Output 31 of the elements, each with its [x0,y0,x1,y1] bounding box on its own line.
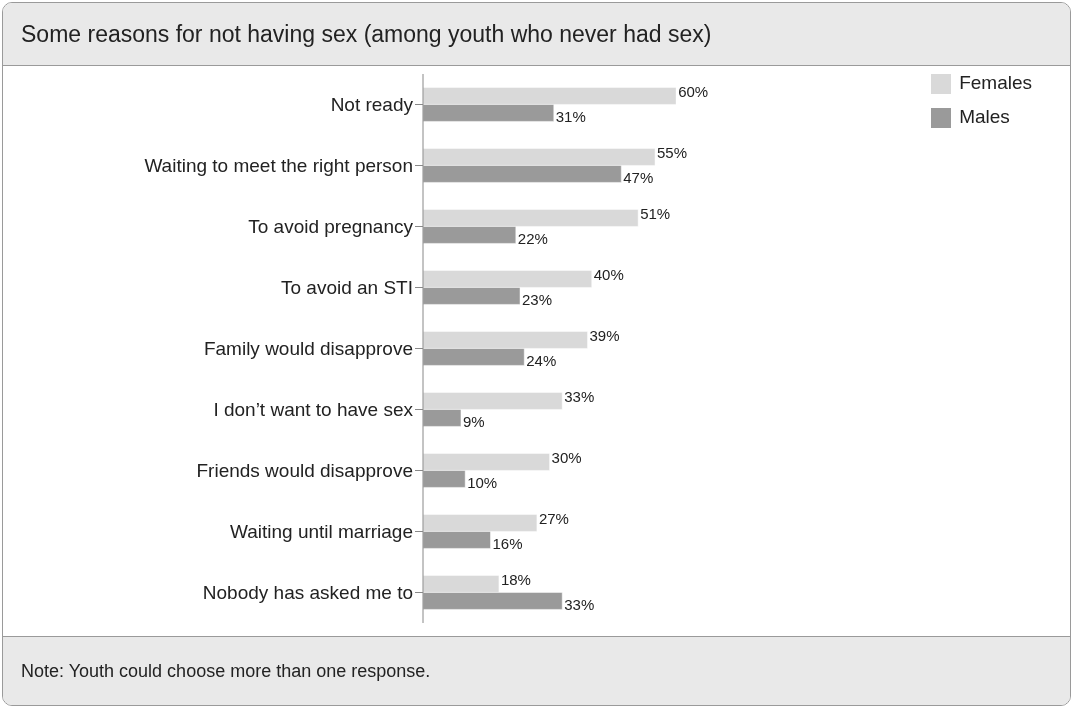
data-label: 51% [640,205,671,223]
data-label: 60% [678,83,709,101]
data-label: 18% [500,571,531,589]
data-label: 27% [538,510,569,528]
legend-label: Females [959,72,1032,93]
data-label: 9% [462,413,485,431]
data-label: 16% [492,535,523,553]
data-label: 33% [564,388,595,406]
data-label: 22% [517,230,548,248]
data-label: 39% [589,327,620,345]
data-label: 55% [657,144,688,162]
data-label: 33% [564,596,595,614]
y-tick-label: I don’t want to have sex [213,399,414,421]
data-label: 30% [551,449,582,467]
legend-label: Males [959,106,1010,127]
data-label: 24% [526,352,557,370]
data-label: 10% [467,474,498,492]
y-tick-label: Nobody has asked me to [202,582,413,604]
data-label: 40% [593,266,624,284]
y-tick-label: To avoid pregnancy [248,216,414,238]
y-tick-label: Family would disapprove [203,338,413,360]
y-tick-label: Waiting until marriage [229,521,413,543]
chart-title: Some reasons for not having sex (among youth who never had sex) [3,3,1070,66]
data-label: 47% [623,169,654,187]
text: Note: Youth could choose more than one response. [21,660,431,682]
data-label: 31% [555,108,586,126]
y-tick-label: Friends would disapprove [196,460,413,482]
y-tick-label: To avoid an STI [280,277,413,299]
data-label: 23% [522,291,553,309]
y-tick-label: Waiting to meet the right person [144,155,413,177]
y-tick-label: Not ready [330,94,414,116]
